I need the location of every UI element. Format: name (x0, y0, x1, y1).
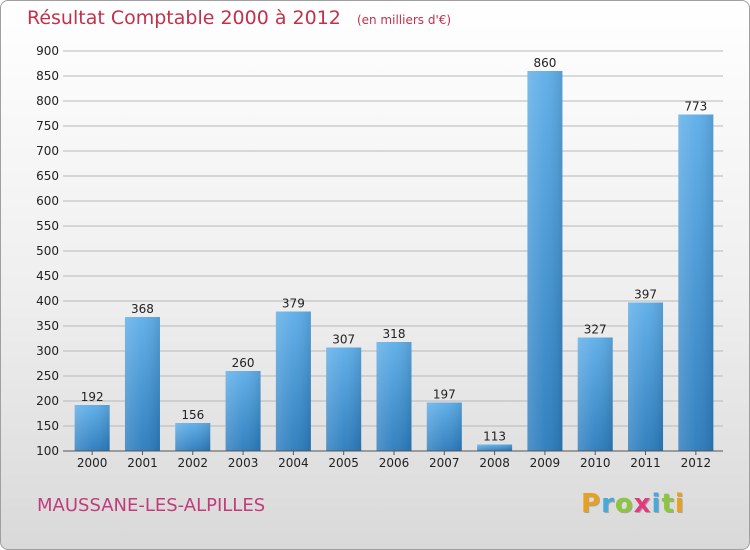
y-tick-label: 700 (36, 144, 59, 158)
x-tick-label-2008: 2008 (479, 456, 510, 470)
bar-shade-2010 (577, 337, 613, 451)
bar-shade-2011 (628, 302, 664, 451)
grid-lines (63, 50, 723, 452)
chart-unit-label: (en milliers d'€) (356, 13, 452, 27)
y-tick-label: 550 (36, 219, 59, 233)
y-axis-ticks: 100 150 200 250 300 350 400 450 500 550 600 650 700 7… (36, 44, 59, 458)
bar-shade-2002 (175, 423, 211, 451)
bar-shade-2006 (376, 342, 412, 451)
data-label-2005: 307 (332, 333, 355, 347)
data-label-2002: 156 (181, 408, 204, 422)
data-label-2006: 318 (383, 327, 406, 341)
y-tick-label: 850 (36, 69, 59, 83)
x-tick-label-2007: 2007 (429, 456, 460, 470)
y-tick-label: 400 (36, 294, 59, 308)
y-tick-label: 500 (36, 244, 59, 258)
x-tick-label-2011: 2011 (630, 456, 661, 470)
bar-shade-2000 (74, 405, 110, 451)
x-tick-label-2000: 2000 (77, 456, 108, 470)
data-label-2000: 192 (81, 390, 104, 404)
bar-shade-2007 (426, 402, 462, 451)
y-tick-label: 450 (36, 269, 59, 283)
data-label-2001: 368 (131, 302, 154, 316)
x-tick-label-2004: 2004 (278, 456, 309, 470)
data-label-2011: 397 (634, 288, 657, 302)
logo-letter: P (581, 489, 602, 519)
y-tick-label: 750 (36, 119, 59, 133)
logo-letter: i (674, 489, 685, 519)
x-tick-label-2005: 2005 (328, 456, 359, 470)
y-tick-label: 200 (36, 394, 59, 408)
x-tick-label-2002: 2002 (177, 456, 208, 470)
logo-letter: x (633, 489, 652, 519)
y-tick-label: 350 (36, 319, 59, 333)
y-tick-label: 150 (36, 419, 59, 433)
bar-shade-2003 (225, 371, 261, 451)
y-tick-label: 650 (36, 169, 59, 183)
bar-shade-2009 (527, 71, 563, 451)
data-label-2010: 327 (584, 323, 607, 337)
y-tick-label: 250 (36, 369, 59, 383)
bar-shade-2004 (275, 311, 311, 451)
y-tick-label: 900 (36, 44, 59, 58)
data-label-2008: 113 (483, 430, 506, 444)
bar-shade-2005 (326, 347, 362, 451)
data-label-2009: 860 (533, 56, 556, 70)
chart-title-text: Résultat Comptable 2000 à 2012 (27, 7, 341, 29)
x-axis-ticks: 2000 2001 2002 2003 2004 2005 2006 2007 2008 2009… (77, 451, 711, 470)
logo-letter: i (651, 489, 662, 519)
bar-chart: 100 150 200 250 300 350 400 450 500 550 600 650 700 7… (36, 44, 723, 470)
logo-letter: t (661, 489, 675, 519)
y-tick-label: 800 (36, 94, 59, 108)
x-tick-label-2009: 2009 (530, 456, 561, 470)
x-tick-label-2003: 2003 (228, 456, 259, 470)
data-label-2004: 379 (282, 297, 305, 311)
y-tick-label: 300 (36, 344, 59, 358)
town-name: MAUSSANE-LES-ALPILLES (37, 495, 266, 516)
bar-shade-2008 (477, 444, 513, 451)
data-label-2012: 773 (684, 100, 707, 114)
chart-title: Résultat Comptable 2000 à 2012 (en milli… (27, 7, 451, 29)
y-tick-label: 600 (36, 194, 59, 208)
bar-shade-2001 (124, 317, 160, 451)
y-tick-label: 100 (36, 444, 59, 458)
bars (74, 71, 714, 451)
x-tick-label-2001: 2001 (127, 456, 158, 470)
bar-shade-2012 (678, 114, 714, 451)
data-label-2007: 197 (433, 388, 456, 402)
data-labels: 192 368 156 260 379 307 318 197 113 860 327 397 773 (81, 56, 708, 444)
logo-letter: r (601, 489, 615, 519)
proxiti-logo: Proxiti (581, 489, 685, 519)
data-label-2003: 260 (232, 356, 255, 370)
x-tick-label-2012: 2012 (681, 456, 712, 470)
x-tick-label-2006: 2006 (379, 456, 410, 470)
x-tick-label-2010: 2010 (580, 456, 611, 470)
logo-letter: o (614, 489, 634, 519)
